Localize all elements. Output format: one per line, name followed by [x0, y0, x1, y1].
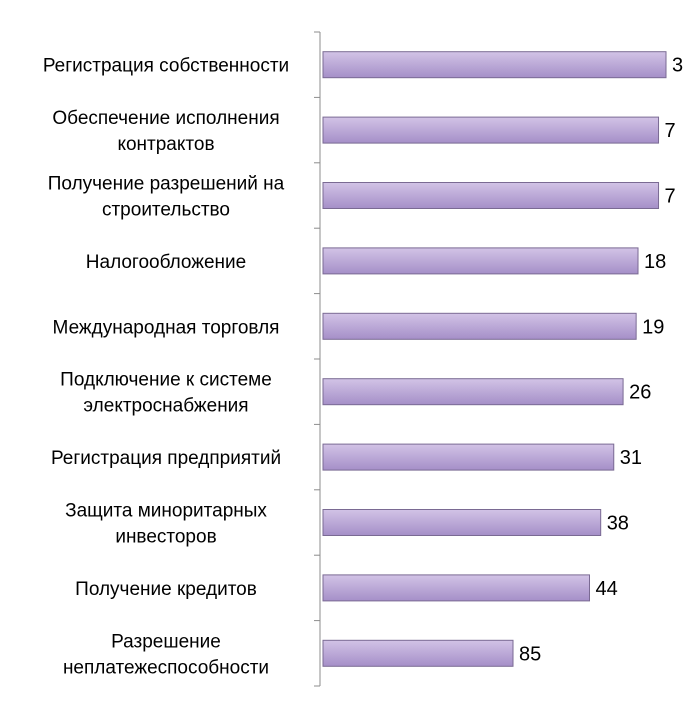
- data-label: 18: [644, 251, 666, 273]
- category-label-line: контрактов: [117, 134, 214, 155]
- bar: [322, 116, 660, 144]
- category-label: Обеспечение исполнения контрактов: [52, 108, 279, 155]
- bars-layer: [322, 51, 667, 667]
- category-label: Подключение к системе электроснабжения: [60, 370, 272, 417]
- category-label: Разрешение неплатежеспособности: [63, 631, 269, 678]
- category-label-line: Защита миноритарных: [65, 501, 267, 522]
- category-label: Налогообложение: [86, 252, 246, 273]
- category-label-line: строительство: [102, 200, 230, 221]
- bar: [322, 378, 624, 406]
- category-label-line: Получение кредитов: [75, 579, 257, 600]
- bar: [322, 182, 660, 209]
- category-label-line: Регистрация предприятий: [51, 448, 281, 469]
- bar: [322, 574, 590, 602]
- data-label: 7: [665, 186, 676, 208]
- bar: [322, 312, 637, 340]
- category-label-line: Обеспечение исполнения: [52, 108, 279, 129]
- category-label-line: электроснабжения: [83, 396, 248, 417]
- category-label-line: Получение разрешений на: [48, 174, 285, 195]
- data-label: 26: [629, 382, 651, 404]
- data-labels: 3 7 7 18 19 26 31 38 44 85: [519, 55, 683, 666]
- data-label: 19: [642, 316, 664, 338]
- category-label: Защита миноритарных инвесторов: [65, 501, 267, 548]
- category-label-line: Регистрация собственности: [43, 56, 289, 77]
- category-label-line: Разрешение: [111, 631, 221, 652]
- bar: [322, 51, 667, 79]
- category-label: Регистрация собственности: [43, 56, 289, 77]
- data-label: 3: [672, 55, 683, 77]
- data-label: 44: [596, 578, 618, 600]
- bar: [322, 639, 514, 667]
- bar: [322, 443, 615, 471]
- data-label: 7: [665, 120, 676, 142]
- category-axis: [314, 31, 321, 687]
- category-label-line: Международная торговля: [53, 317, 280, 338]
- data-label: 31: [620, 447, 642, 469]
- category-label: Международная торговля: [53, 317, 280, 338]
- category-label-line: Подключение к системе: [60, 370, 272, 391]
- category-label: Получение разрешений на строительство: [48, 174, 285, 221]
- category-label-line: инвесторов: [115, 527, 216, 548]
- category-label: Регистрация предприятий: [51, 448, 281, 469]
- data-label: 38: [607, 513, 629, 535]
- category-label: Получение кредитов: [75, 579, 257, 600]
- bar: [322, 247, 639, 275]
- category-label-line: Налогообложение: [86, 252, 246, 273]
- data-label: 85: [519, 643, 541, 665]
- category-labels: Регистрация собственности Обеспечение исп…: [43, 56, 289, 679]
- bar: [322, 509, 602, 536]
- category-label-line: неплатежеспособности: [63, 657, 269, 678]
